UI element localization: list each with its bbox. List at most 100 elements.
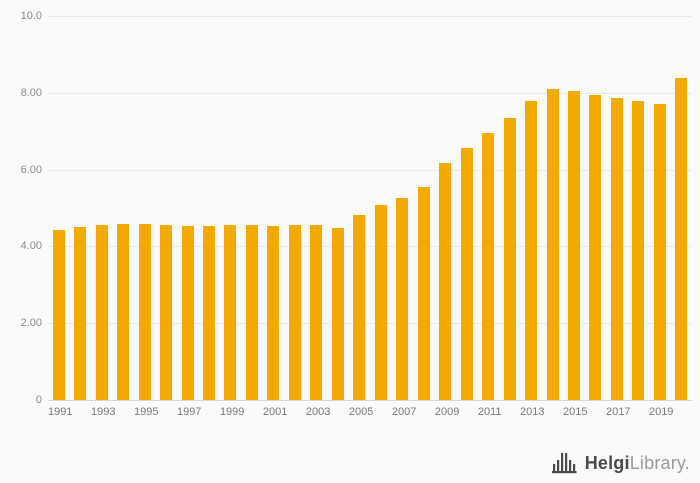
y-tick-8.00: 8.00 [20, 86, 42, 99]
bar-2019 [653, 104, 666, 400]
x-tick-1997: 1997 [176, 406, 202, 418]
x-tick-2005: 2005 [348, 406, 374, 418]
bar-slot-2011 [477, 16, 498, 400]
bar-2003 [310, 224, 323, 400]
bar-2001 [267, 225, 280, 400]
bar-slot-1993 [91, 16, 112, 400]
bar-1997 [181, 225, 194, 400]
bar-1996 [160, 224, 173, 400]
bar-slot-1995 [134, 16, 155, 400]
x-tick-2019: 2019 [648, 406, 674, 418]
bar-slot-2014 [542, 16, 563, 400]
bar-slot-2019 [649, 16, 670, 400]
bar-1993 [95, 224, 108, 400]
y-tick-10.0: 10.0 [20, 10, 42, 22]
gridline-4 [48, 246, 692, 248]
y-tick-0: 0 [35, 394, 42, 406]
logo-text-helgi: Helgi [584, 452, 630, 473]
bar-slot-2015 [563, 16, 584, 400]
y-tick-4.00: 4.00 [20, 240, 42, 253]
x-tick-2008 [416, 406, 435, 418]
gridline-6 [48, 169, 692, 171]
bar-slot-1994 [112, 16, 133, 400]
bar-slot-2003 [306, 16, 327, 400]
bar-2014 [546, 89, 559, 400]
bar-slot-2001 [263, 16, 284, 400]
x-tick-2016 [587, 406, 606, 418]
bar-2005 [353, 214, 366, 400]
bar-1995 [138, 224, 151, 400]
bar-slot-1991 [48, 16, 69, 400]
x-tick-2014 [544, 406, 563, 418]
x-tick-1996 [158, 406, 177, 418]
bar-2000 [245, 224, 258, 400]
bar-slot-1992 [69, 16, 90, 400]
bar-slot-2020 [671, 16, 692, 400]
bar-2008 [417, 186, 430, 400]
bar-2010 [460, 148, 473, 400]
logo-text: HelgiLibrary. [585, 453, 690, 474]
x-tick-2004 [330, 406, 349, 418]
bar-2007 [396, 198, 409, 400]
bar-slot-2013 [520, 16, 541, 400]
x-axis-line [48, 400, 692, 401]
bar-slot-2005 [349, 16, 370, 400]
x-tick-2009: 2009 [434, 406, 460, 418]
x-tick-2012 [502, 406, 521, 418]
bar-slot-2008 [413, 16, 434, 400]
x-tick-2006 [373, 406, 392, 418]
bar-slot-2018 [628, 16, 649, 400]
x-tick-2013: 2013 [520, 406, 545, 418]
bar-2009 [439, 163, 452, 400]
y-tick-6.00: 6.00 [20, 163, 42, 176]
x-tick-1993: 1993 [90, 406, 116, 418]
bar-slot-1997 [177, 16, 198, 400]
bar-slot-1999 [220, 16, 241, 400]
bar-2011 [482, 133, 495, 400]
x-tick-1998 [201, 406, 220, 418]
bar-1991 [52, 229, 65, 400]
bar-series [48, 16, 692, 400]
x-tick-2003: 2003 [305, 406, 331, 418]
y-axis-labels: 10.0 8.00 6.00 4.00 2.00 0 [0, 10, 42, 406]
bar-2016 [589, 95, 602, 400]
bar-slot-2000 [241, 16, 262, 400]
bar-2013 [525, 100, 538, 400]
bar-2020 [675, 78, 688, 400]
bridge-icon [551, 451, 578, 475]
bar-2002 [288, 224, 301, 400]
x-tick-2018 [630, 406, 649, 418]
gridline-2 [48, 323, 692, 325]
logo-text-library: Library [629, 452, 685, 473]
logo-text-dot: . [684, 452, 690, 473]
bar-2012 [503, 117, 516, 400]
x-tick-1995: 1995 [133, 406, 159, 418]
bar-slot-2010 [456, 16, 477, 400]
bar-1998 [203, 225, 216, 400]
bar-slot-1996 [155, 16, 176, 400]
helgi-library-logo[interactable]: HelgiLibrary. [551, 451, 690, 475]
bar-slot-2016 [585, 16, 606, 400]
x-tick-2010 [459, 406, 478, 418]
y-tick-2.00: 2.00 [20, 317, 42, 330]
bar-2015 [567, 91, 580, 400]
x-tick-1999: 1999 [219, 406, 245, 418]
bar-2004 [331, 227, 344, 400]
bar-2017 [610, 97, 623, 400]
bar-slot-2002 [284, 16, 305, 400]
x-tick-2007: 2007 [391, 406, 417, 418]
x-tick-2002 [287, 406, 306, 418]
bar-1992 [74, 227, 87, 400]
x-tick-2001: 2001 [262, 406, 288, 418]
bar-slot-2009 [434, 16, 455, 400]
bar-slot-2006 [370, 16, 391, 400]
bar-slot-2004 [327, 16, 348, 400]
bar-slot-2017 [606, 16, 627, 400]
bar-1994 [117, 224, 130, 400]
x-tick-2015: 2015 [562, 406, 588, 418]
gridline-8 [48, 92, 692, 94]
bar-2006 [374, 205, 387, 400]
x-axis-labels: 1991 1993 1995 1997 1999 2001 2003 2005 2007 2009… [48, 406, 692, 418]
x-tick-1992 [72, 406, 91, 418]
